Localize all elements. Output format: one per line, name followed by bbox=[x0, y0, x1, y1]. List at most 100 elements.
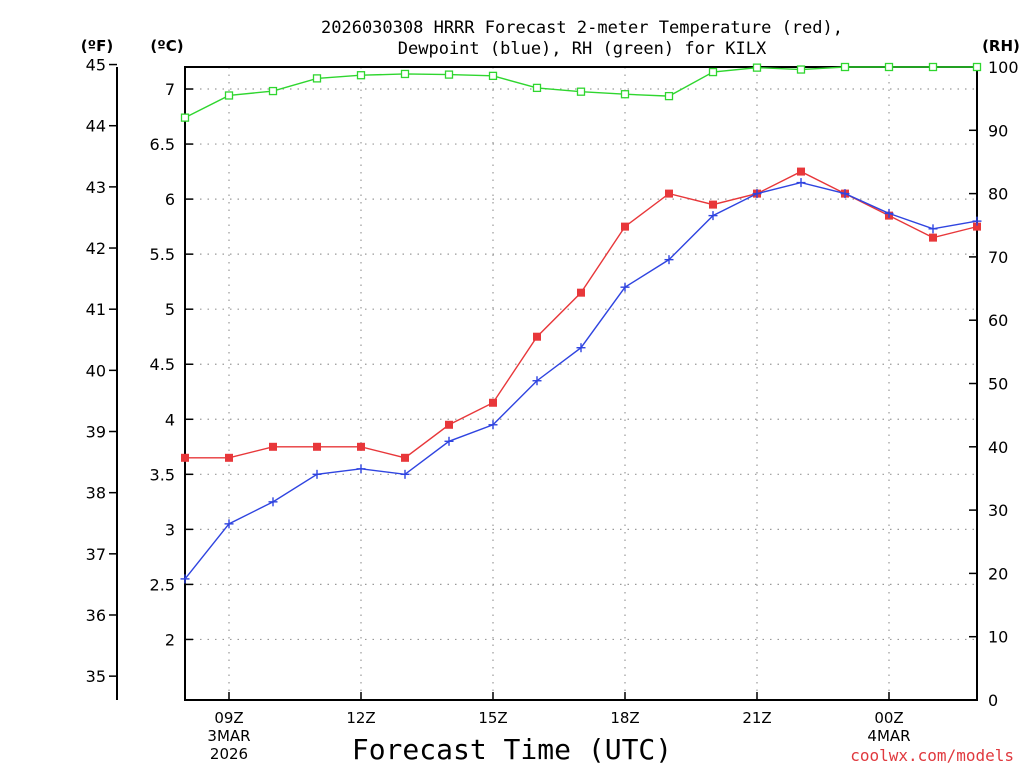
dewpoint-point bbox=[928, 224, 938, 234]
celsius-tick-label: 2.5 bbox=[150, 575, 175, 594]
rh-unit-label: (RH) bbox=[982, 37, 1020, 55]
temperature-line bbox=[185, 170, 978, 459]
dewpoint-point bbox=[576, 343, 586, 353]
rh-point bbox=[840, 62, 850, 72]
rh-tick-label: 40 bbox=[988, 438, 1008, 457]
rh-point bbox=[268, 86, 278, 96]
rh-tick-label: 20 bbox=[988, 564, 1008, 583]
fahrenheit-tick-label: 37 bbox=[86, 545, 106, 564]
dewpoint-point bbox=[180, 574, 190, 584]
rh-tick-label: 90 bbox=[988, 121, 1008, 140]
rh-point bbox=[488, 71, 498, 81]
celsius-tick-label: 4.5 bbox=[150, 355, 175, 374]
dewpoint-line bbox=[184, 181, 978, 580]
celsius-tick-label: 4 bbox=[165, 410, 175, 429]
temperature-point bbox=[181, 453, 189, 462]
rh-point bbox=[400, 69, 410, 79]
dewpoint-point bbox=[840, 189, 850, 199]
temperature-point bbox=[445, 420, 453, 429]
chart-title-line1: 2026030308 HRRR Forecast 2-meter Tempera… bbox=[321, 18, 843, 38]
plot-frame bbox=[184, 66, 978, 701]
dewpoint-point bbox=[708, 211, 718, 221]
fahrenheit-tick-label: 41 bbox=[86, 300, 106, 319]
celsius-unit-label: (ºC) bbox=[150, 37, 183, 55]
rh-point bbox=[180, 113, 190, 122]
dewpoint-point bbox=[268, 497, 278, 507]
dewpoint-point bbox=[224, 519, 234, 529]
celsius-tick-label: 5 bbox=[165, 300, 175, 319]
x-tick-label: 3MAR bbox=[207, 727, 250, 745]
fahrenheit-tick-label: 45 bbox=[86, 56, 106, 75]
x-tick-label: 15Z bbox=[478, 709, 507, 727]
rh-point bbox=[312, 74, 322, 83]
credit-text: coolwx.com/models bbox=[850, 746, 1014, 765]
grid-lines bbox=[185, 67, 977, 700]
fahrenheit-unit-label: (ºF) bbox=[81, 37, 113, 55]
temperature-point bbox=[533, 332, 541, 341]
temperature-point bbox=[577, 288, 585, 297]
rh-point bbox=[972, 62, 982, 72]
dewpoint-point bbox=[488, 420, 498, 430]
temperature-point bbox=[489, 398, 497, 407]
rh-point bbox=[708, 67, 718, 77]
rh-point bbox=[796, 65, 806, 74]
temperature-point bbox=[929, 233, 937, 242]
celsius-tick-label: 2 bbox=[165, 630, 175, 649]
rh-point bbox=[928, 62, 938, 72]
dewpoint-point bbox=[444, 436, 454, 446]
rh-point bbox=[620, 90, 630, 99]
fahrenheit-tick-label: 39 bbox=[86, 423, 106, 442]
rh-tick-label: 70 bbox=[988, 248, 1008, 267]
temperature-point bbox=[709, 200, 717, 209]
x-tick-label: 00Z bbox=[874, 709, 903, 727]
rh-point bbox=[884, 62, 894, 72]
temperature-point bbox=[357, 442, 365, 451]
x-tick-label: 18Z bbox=[610, 709, 639, 727]
celsius-tick-label: 6.5 bbox=[150, 135, 175, 154]
x-axis-title: Forecast Time (UTC) bbox=[352, 733, 672, 766]
rh-series bbox=[180, 62, 982, 122]
celsius-tick-label: 6 bbox=[165, 190, 175, 209]
rh-tick-label: 100 bbox=[988, 58, 1019, 77]
temperature-point bbox=[973, 222, 981, 231]
rh-point bbox=[576, 87, 586, 96]
dewpoint-point bbox=[532, 376, 542, 386]
x-tick-label: 2026 bbox=[210, 745, 248, 763]
series-layer bbox=[180, 62, 982, 584]
x-tick-label: 12Z bbox=[346, 709, 375, 727]
temperature-point bbox=[225, 453, 233, 462]
rh-point bbox=[224, 91, 234, 100]
dewpoint-series bbox=[180, 178, 982, 584]
x-tick-label: 09Z bbox=[214, 709, 243, 727]
rh-tick-label: 50 bbox=[988, 375, 1008, 394]
fahrenheit-tick-label: 40 bbox=[86, 361, 106, 380]
temperature-point bbox=[665, 189, 673, 198]
temperature-point bbox=[401, 453, 409, 462]
rh-tick-label: 60 bbox=[988, 311, 1008, 330]
dewpoint-point bbox=[884, 208, 894, 218]
dewpoint-point bbox=[796, 178, 806, 188]
temperature-point bbox=[797, 167, 805, 176]
dewpoint-point bbox=[752, 189, 762, 199]
axis-ticks bbox=[109, 63, 977, 701]
rh-tick-label: 80 bbox=[988, 185, 1008, 204]
fahrenheit-tick-label: 36 bbox=[86, 606, 106, 625]
temperature-point bbox=[269, 442, 277, 451]
rh-point bbox=[664, 91, 674, 101]
celsius-tick-label: 7 bbox=[165, 80, 175, 99]
dewpoint-point bbox=[356, 464, 366, 474]
temperature-point bbox=[313, 442, 321, 451]
chart-title-line2: Dewpoint (blue), RH (green) for KILX bbox=[398, 39, 767, 59]
x-tick-label: 21Z bbox=[742, 709, 771, 727]
fahrenheit-tick-label: 43 bbox=[86, 178, 106, 197]
dewpoint-point bbox=[664, 255, 674, 265]
dewpoint-point bbox=[400, 469, 410, 479]
dewpoint-point bbox=[972, 216, 982, 226]
rh-point bbox=[752, 63, 762, 72]
temperature-point bbox=[621, 222, 629, 231]
rh-point bbox=[356, 71, 366, 80]
fahrenheit-tick-label: 35 bbox=[86, 667, 106, 686]
fahrenheit-tick-label: 44 bbox=[86, 117, 106, 136]
